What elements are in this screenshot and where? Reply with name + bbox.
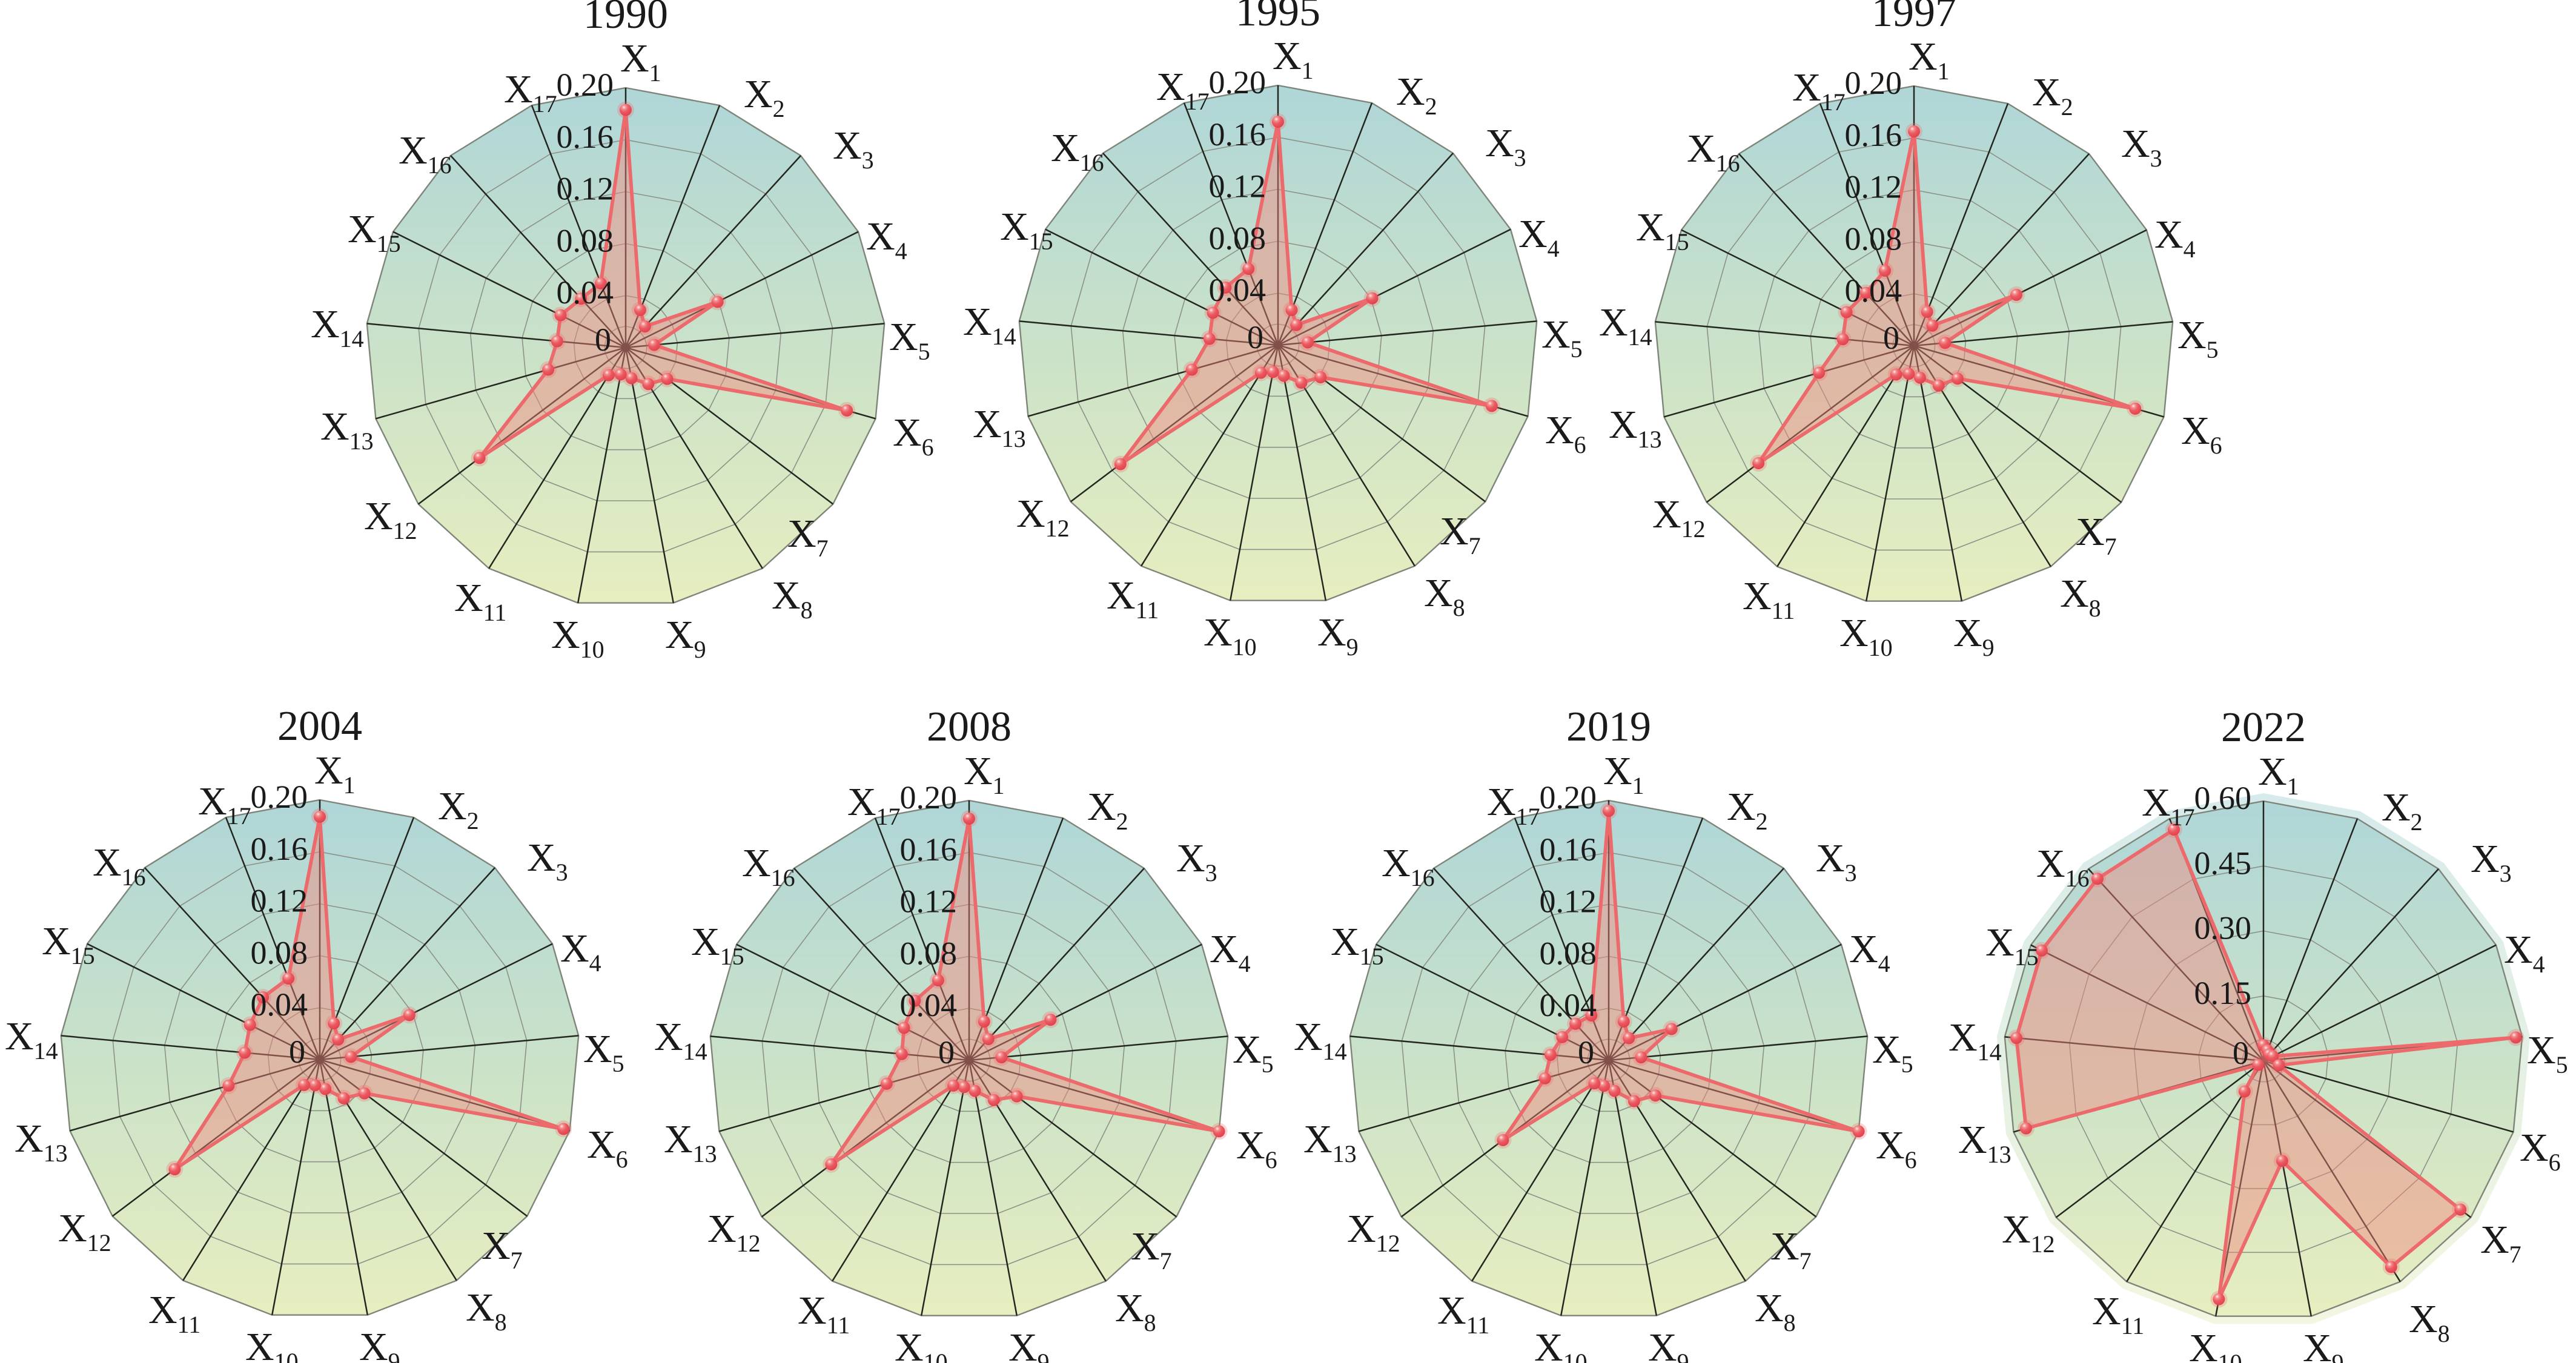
svg-text:0.08: 0.08 [1209, 220, 1266, 256]
svg-text:0.04: 0.04 [1540, 987, 1597, 1023]
svg-text:X10: X10 [1839, 611, 1893, 661]
svg-text:0.15: 0.15 [2194, 975, 2252, 1011]
svg-text:0.08: 0.08 [1845, 220, 1902, 257]
svg-text:0.20: 0.20 [1209, 64, 1266, 101]
svg-text:0: 0 [938, 1034, 955, 1071]
svg-text:0.04: 0.04 [1209, 272, 1266, 308]
svg-text:0: 0 [1578, 1034, 1594, 1071]
svg-text:X17: X17 [198, 779, 251, 830]
svg-text:0.04: 0.04 [900, 987, 958, 1023]
svg-text:X16: X16 [1051, 126, 1104, 176]
svg-text:0.16: 0.16 [900, 831, 958, 868]
svg-text:X3: X3 [1816, 836, 1857, 886]
svg-text:0.16: 0.16 [1845, 117, 1902, 153]
svg-text:X7: X7 [1770, 1224, 1812, 1275]
svg-text:2004: 2004 [277, 703, 362, 750]
svg-text:0.08: 0.08 [557, 222, 614, 259]
svg-text:0.20: 0.20 [900, 779, 958, 816]
svg-text:0.12: 0.12 [1540, 883, 1597, 920]
svg-text:X17: X17 [2142, 781, 2195, 831]
svg-text:X5: X5 [583, 1027, 624, 1077]
svg-text:0: 0 [2233, 1035, 2249, 1071]
svg-text:0.16: 0.16 [1209, 116, 1266, 153]
svg-text:0.12: 0.12 [900, 883, 958, 920]
svg-text:X1: X1 [1273, 34, 1314, 84]
svg-text:0.20: 0.20 [1540, 779, 1597, 816]
svg-text:0.60: 0.60 [2194, 780, 2252, 816]
svg-text:1997: 1997 [1872, 0, 1956, 36]
svg-text:0.04: 0.04 [1845, 272, 1902, 309]
svg-text:0.08: 0.08 [1540, 935, 1597, 971]
svg-text:2008: 2008 [927, 704, 1012, 750]
svg-text:X3: X3 [833, 124, 874, 174]
svg-text:X15: X15 [348, 207, 401, 257]
svg-text:0: 0 [289, 1034, 305, 1070]
svg-text:0.45: 0.45 [2194, 845, 2252, 881]
svg-text:0.16: 0.16 [557, 119, 614, 155]
svg-text:0.08: 0.08 [251, 934, 308, 971]
svg-text:0: 0 [1883, 320, 1899, 356]
svg-text:X4: X4 [560, 926, 601, 977]
svg-text:0.16: 0.16 [251, 831, 308, 867]
svg-text:0.16: 0.16 [1540, 831, 1597, 868]
svg-text:X5: X5 [1872, 1028, 1913, 1078]
svg-text:0.12: 0.12 [251, 883, 308, 919]
svg-text:X4: X4 [1849, 927, 1890, 977]
svg-text:2019: 2019 [1566, 704, 1651, 750]
svg-text:0: 0 [595, 322, 611, 358]
svg-text:0.08: 0.08 [900, 935, 958, 971]
svg-text:X10: X10 [551, 613, 604, 663]
svg-text:0.30: 0.30 [2194, 910, 2252, 946]
svg-text:0.12: 0.12 [557, 171, 614, 207]
svg-text:2022: 2022 [2221, 704, 2306, 751]
svg-text:0.20: 0.20 [1845, 65, 1902, 101]
svg-text:X6: X6 [1545, 408, 1586, 458]
svg-text:X11: X11 [454, 576, 506, 626]
svg-text:0.12: 0.12 [1845, 169, 1902, 205]
svg-text:X12: X12 [1016, 492, 1070, 542]
svg-text:0.20: 0.20 [557, 67, 614, 103]
svg-text:0.20: 0.20 [251, 779, 308, 815]
svg-text:0.04: 0.04 [251, 986, 308, 1023]
svg-text:X2: X2 [1396, 70, 1437, 120]
svg-text:X12: X12 [364, 494, 417, 544]
svg-text:X15: X15 [1636, 205, 1689, 256]
svg-text:0.12: 0.12 [1209, 168, 1266, 205]
svg-text:0.04: 0.04 [557, 274, 614, 311]
svg-text:X14: X14 [1599, 300, 1652, 351]
svg-text:1995: 1995 [1236, 0, 1320, 35]
svg-text:0: 0 [1247, 319, 1263, 355]
svg-text:1990: 1990 [583, 0, 668, 38]
